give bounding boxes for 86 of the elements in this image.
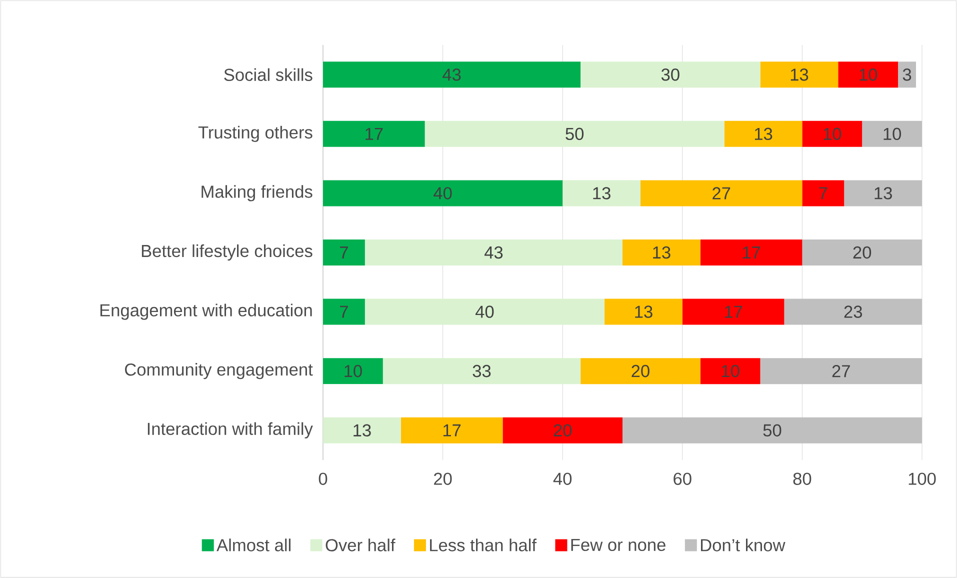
data-label: 3: [902, 68, 912, 81]
data-label: 13: [874, 187, 892, 200]
data-label: 10: [860, 68, 878, 81]
bar: [364, 298, 605, 325]
data-label: 20: [853, 246, 872, 259]
bar: [682, 298, 784, 325]
y-tick-label: Making friends: [202, 185, 312, 202]
data-label: 33: [472, 364, 491, 378]
data-label: 43: [484, 246, 503, 259]
legend-label: Less than half: [430, 538, 537, 552]
data-label: 20: [632, 364, 650, 378]
data-label: 50: [566, 128, 584, 140]
bar: [580, 358, 700, 384]
bar: [424, 120, 724, 147]
bar: [724, 120, 802, 147]
data-label: 13: [653, 246, 670, 259]
data-label: 13: [754, 128, 772, 140]
data-label: 10: [824, 128, 842, 140]
x-tick-label: 100: [908, 472, 936, 485]
bar: [323, 62, 581, 88]
data-label: 10: [722, 364, 740, 378]
bar: [622, 240, 700, 266]
bar: [622, 417, 922, 444]
data-label: 40: [434, 187, 452, 200]
bar: [323, 180, 563, 206]
data-label: 10: [884, 128, 902, 140]
data-label: 7: [340, 306, 348, 318]
bar: [784, 298, 922, 325]
data-label: 27: [832, 365, 850, 378]
bar: [700, 240, 802, 266]
bar: [323, 298, 365, 325]
bar: [802, 120, 862, 147]
bar: [802, 240, 922, 266]
bar: [364, 240, 622, 266]
y-tick-label: Trusting others: [198, 126, 312, 142]
bar: [323, 417, 401, 444]
data-label: 17: [443, 424, 461, 436]
bar: [838, 62, 898, 88]
y-tick-label: Community engagement: [125, 362, 313, 380]
bar: [898, 62, 916, 88]
data-label: 13: [635, 306, 652, 318]
bar: [562, 180, 640, 206]
legend-label: Few or none: [571, 538, 666, 552]
data-label: 13: [354, 424, 371, 436]
x-tick-label: 20: [434, 472, 452, 485]
data-label: 7: [340, 246, 348, 258]
y-tick-label: Better lifestyle choices: [142, 244, 312, 261]
data-label: 13: [593, 187, 610, 200]
data-label: 43: [442, 68, 461, 81]
data-label: 17: [366, 128, 383, 140]
bar: [760, 62, 838, 88]
data-label: 7: [819, 187, 828, 200]
bar: [700, 358, 760, 384]
bar: [760, 358, 922, 384]
bar: [382, 358, 581, 384]
bar: [604, 298, 682, 325]
bar: [862, 120, 922, 147]
bar: [323, 120, 425, 147]
bar: [802, 180, 844, 206]
bar: [580, 62, 760, 88]
x-tick-label: 80: [793, 472, 812, 485]
x-tick-label: 60: [674, 472, 692, 485]
data-label: 23: [844, 306, 862, 318]
legend-label: Over half: [326, 538, 396, 552]
data-label: 13: [790, 68, 808, 81]
data-label: 20: [554, 424, 572, 436]
bar: [640, 180, 802, 206]
data-label: 40: [475, 306, 494, 318]
data-label: 27: [712, 187, 730, 200]
data-label: 50: [763, 424, 782, 436]
x-tick-label: 0: [318, 472, 328, 485]
data-label: 10: [344, 364, 362, 378]
legend-label: Almost all: [216, 538, 290, 552]
bar: [502, 417, 622, 444]
bar: [400, 417, 503, 444]
y-tick-label: Interaction with family: [148, 422, 313, 438]
data-label: 17: [724, 306, 742, 318]
legend-label: Don’t know: [700, 538, 786, 552]
data-label: 17: [742, 246, 760, 258]
bar: [323, 358, 383, 384]
bar: [323, 240, 365, 266]
x-tick-label: 40: [553, 472, 572, 485]
y-tick-label: Social skills: [224, 68, 312, 82]
bar: [844, 180, 922, 206]
y-tick-label: Engagement with education: [100, 304, 312, 320]
data-label: 30: [661, 68, 680, 81]
